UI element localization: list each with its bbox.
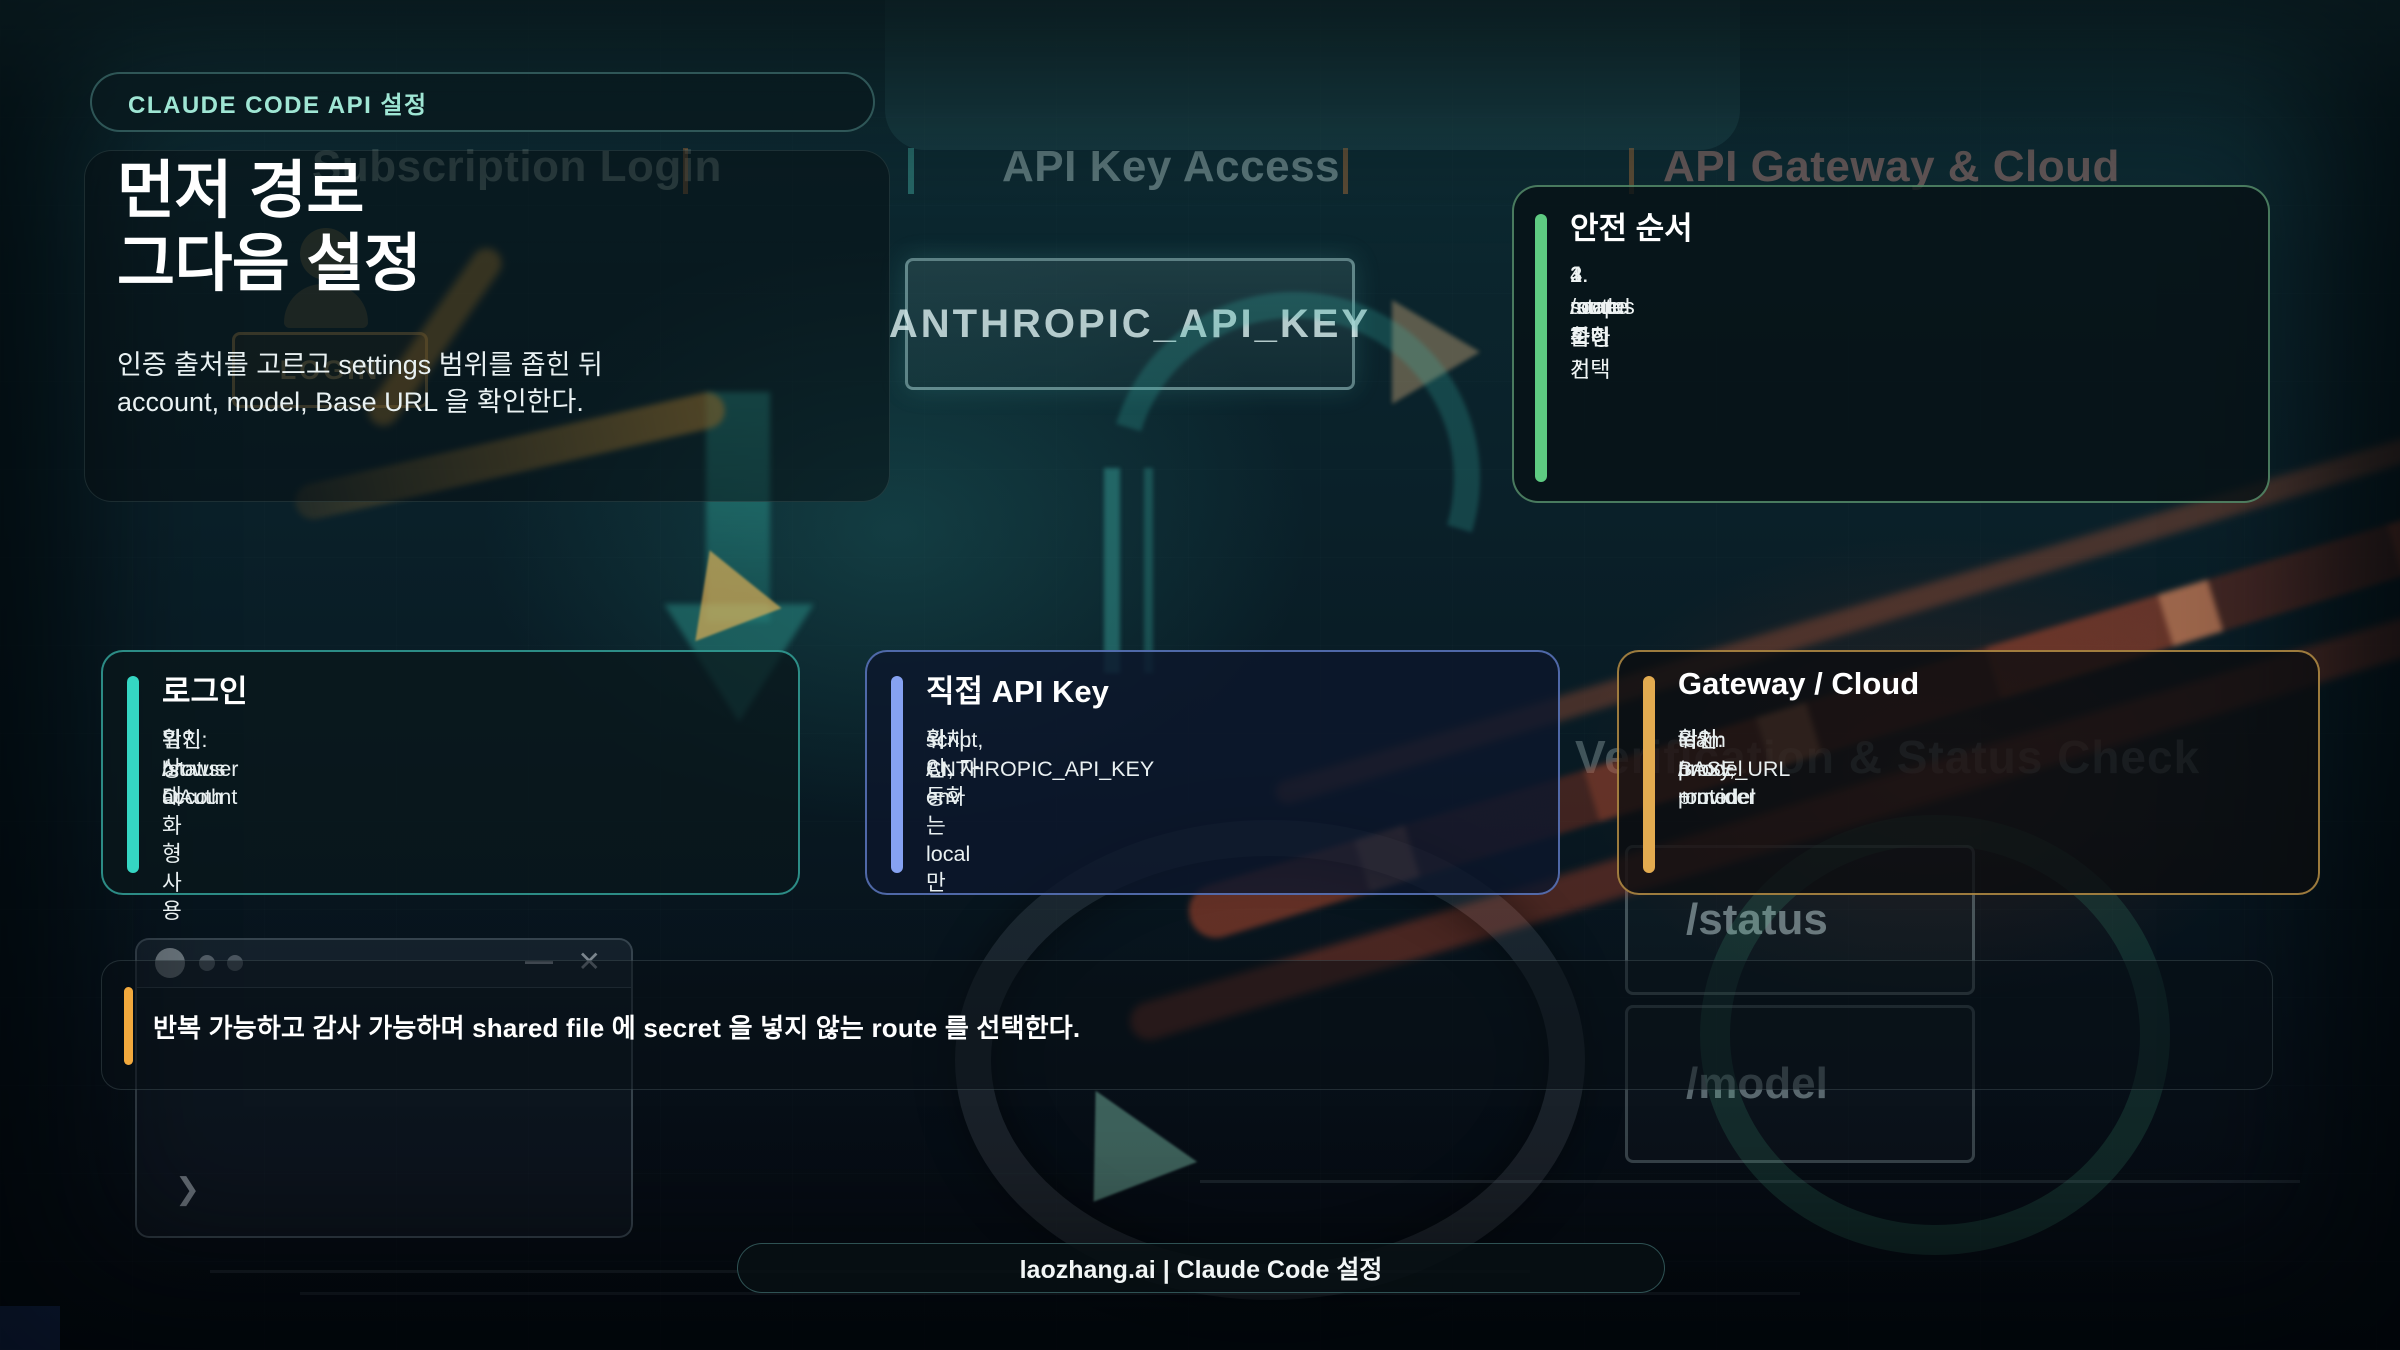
teal-vertical-bar [1144, 468, 1153, 673]
subtitle: 인증 출처를 고르고 settings 범위를 좁힌 뒤 account, mod… [117, 347, 603, 421]
card-line: team proxy, provider [1678, 728, 1756, 809]
divider-tick [1629, 148, 1634, 194]
footer-text: laozhang.ai | Claude Code 설정 [1019, 1256, 1383, 1284]
card-line: 위치: browser OAuth [162, 728, 239, 809]
header-badge: CLAUDE CODE API 설정 [90, 72, 875, 132]
card-line: 위치: BASE_URL + model [1678, 728, 1790, 809]
subtitle-line2: account, model, Base URL 을 확인한다. [117, 387, 584, 417]
card-title: 직접 API Key [926, 674, 1109, 709]
circuit-trace [300, 1292, 1800, 1295]
card-line: 확인: env 는 local 만 [926, 728, 971, 895]
circuit-trace [1200, 1180, 2300, 1183]
callout-bar: 반복 가능하고 감사 가능하며 shared file 에 secret 을 넣… [101, 960, 2273, 1090]
orange-arrow-head [695, 550, 789, 654]
page-title-line2: 그다음 설정 [117, 229, 422, 299]
prompt-chevron-icon: ❯ [175, 1173, 201, 1206]
card-accent-bar [1643, 676, 1655, 873]
divider-tick [1343, 148, 1348, 194]
card-line: script, CI, 자동화 [926, 728, 984, 809]
card-accent-bar [891, 676, 903, 873]
page-title: 먼저 경로 그다음 설정 [117, 155, 422, 301]
anthropic-api-key-box: ANTHROPIC_API_KEY [889, 258, 1368, 390]
card-title: 로그인 [162, 674, 248, 709]
safety-item: 4. /status 확인 [1570, 262, 1635, 350]
blue-corner-patch [0, 1306, 60, 1350]
divider-tick [908, 148, 914, 194]
teal-vertical-bar [1104, 468, 1120, 673]
safety-card: 안전 순서 1. route 하나 선택 2. scope 좁히기 3. mod… [1512, 185, 2270, 503]
bg-label-api-key-access: API Key Access [1002, 142, 1341, 191]
safety-item: 1. route 하나 선택 [1570, 262, 1621, 382]
tan-arrow-head [1392, 300, 1480, 404]
card-line: 확인: /model route [1678, 728, 1743, 809]
route-card-api-key: 직접 API Key script, CI, 자동화 위치: ANTHROPIC… [865, 650, 1560, 895]
card-line: 위치: ANTHROPIC_API_KEY [926, 728, 1155, 781]
backdrop-top-panel [885, 0, 1740, 150]
route-card-login: 로그인 일상 대화형 사용 위치: browser OAuth 확인: /sta… [101, 650, 800, 923]
bg-label-api-gateway-cloud: API Gateway & Cloud [1663, 142, 2120, 191]
card-line: 일상 대화형 사용 [162, 728, 182, 923]
footer-pill: laozhang.ai | Claude Code 설정 [737, 1243, 1665, 1293]
safety-item: 2. scope 좁히기 [1570, 262, 1629, 382]
page-title-line1: 먼저 경로 [117, 156, 364, 226]
card-line: 확인: /status account [162, 728, 238, 809]
callout-accent-bar [124, 987, 133, 1065]
subtitle-line1: 인증 출처를 고르고 settings 범위를 좁힌 뒤 [117, 350, 603, 380]
route-card-gateway: Gateway / Cloud team proxy, provider 위치:… [1617, 650, 2320, 895]
card-title: Gateway / Cloud [1678, 666, 1920, 701]
safety-item: 3. model 고정 [1570, 262, 1630, 350]
title-panel: 먼저 경로 그다음 설정 인증 출처를 고르고 settings 범위를 좁힌 뒤… [84, 150, 890, 502]
header-badge-label: CLAUDE CODE API 설정 [128, 91, 428, 119]
callout-text: 반복 가능하고 감사 가능하며 shared file 에 secret 을 넣… [153, 1012, 1081, 1043]
card-accent-bar [127, 676, 139, 873]
safety-accent-bar [1535, 214, 1547, 482]
safety-title: 안전 순서 [1570, 211, 1693, 246]
